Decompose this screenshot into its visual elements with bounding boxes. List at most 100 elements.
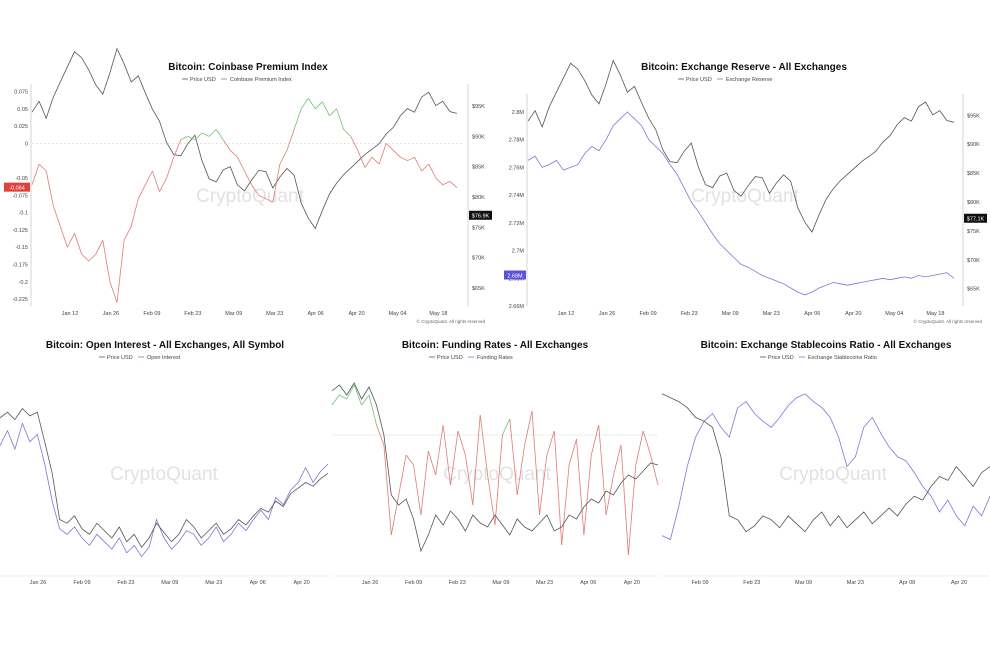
- y-tick-label-left: -0.15: [15, 245, 28, 251]
- chart-title: Bitcoin: Open Interest - All Exchanges, …: [46, 340, 284, 351]
- y-tick-label-right: $95K: [472, 104, 485, 110]
- y-tick-label-right: $70K: [472, 256, 485, 262]
- right-value-badge: [964, 213, 987, 223]
- chart-funding: Bitcoin: Funding Rates - All Exchanges Pr…: [331, 340, 659, 586]
- watermark: CryptoQuant: [691, 186, 799, 207]
- chart-oi: Bitcoin: Open Interest - All Exchanges, …: [0, 340, 329, 586]
- premium-segment: [357, 150, 366, 168]
- premium-segment: [67, 233, 75, 248]
- y-tick-label-right: $75K: [967, 229, 980, 235]
- premium-segment: [414, 157, 422, 172]
- x-tick-label: Apr 06: [804, 311, 820, 317]
- premium-segment: [237, 157, 245, 172]
- x-tick-label: Feb 23: [449, 580, 466, 586]
- y-tick-label-left: 0.075: [14, 89, 28, 95]
- price-line: [0, 407, 329, 549]
- premium-segment: [109, 281, 118, 303]
- premium-segment: [230, 150, 238, 158]
- legend-metric: Exchange Stablecoins Ratio: [808, 355, 877, 361]
- premium-segment: [286, 129, 295, 151]
- funding-segment: [605, 474, 614, 516]
- funding-segment: [583, 454, 592, 536]
- funding-segment: [435, 424, 444, 476]
- premium-segment: [144, 170, 153, 186]
- x-tick-label: Mar 09: [492, 580, 509, 586]
- x-tick-label: Jan 12: [558, 311, 575, 317]
- legend-metric: Funding Rates: [477, 355, 513, 361]
- funding-segment: [650, 454, 659, 486]
- left-value-badge-text: -0.064: [9, 185, 25, 191]
- y-tick-label-left: -0.175: [12, 262, 28, 268]
- premium-segment: [400, 156, 408, 162]
- y-tick-label-right: $85K: [967, 171, 980, 177]
- premium-segment: [350, 136, 359, 151]
- x-tick-label: Mar 09: [722, 311, 739, 317]
- premium-segment: [187, 136, 196, 141]
- premium-segment: [378, 143, 387, 165]
- funding-segment: [346, 384, 355, 400]
- premium-segment: [95, 240, 104, 255]
- funding-segment: [568, 438, 577, 466]
- y-tick-label-right: $90K: [472, 134, 485, 140]
- funding-segment: [524, 410, 533, 446]
- copyright: © CryptoQuant. All rights reserved: [417, 318, 486, 324]
- x-tick-label: Jan 26: [362, 580, 379, 586]
- y-tick-label-right: $85K: [472, 165, 485, 171]
- funding-segment: [576, 438, 585, 536]
- premium-segment: [251, 184, 260, 196]
- left-value-badge: [4, 182, 30, 192]
- y-tick-label-right: $75K: [472, 225, 485, 231]
- legend-metric: Exchange Reserve: [726, 77, 772, 83]
- x-tick-label: Feb 09: [640, 311, 657, 317]
- reserve-line: [527, 111, 955, 296]
- premium-segment: [31, 163, 40, 186]
- funding-segment: [427, 450, 437, 476]
- funding-segment: [442, 424, 451, 486]
- funding-segment: [502, 418, 511, 436]
- y-tick-label-left: -0.2: [19, 280, 28, 286]
- x-tick-label: Apr 20: [845, 311, 861, 317]
- premium-segment: [194, 132, 203, 141]
- premium-segment: [449, 181, 458, 188]
- premium-segment: [38, 163, 47, 172]
- x-tick-label: Mar 23: [205, 580, 222, 586]
- y-tick-label-right: $70K: [967, 258, 980, 264]
- x-tick-label: May 18: [926, 311, 944, 317]
- chart-title: Bitcoin: Coinbase Premium Index: [168, 62, 328, 73]
- premium-segment: [81, 253, 89, 262]
- y-tick-label-left: 2.74M: [509, 193, 525, 199]
- x-tick-label: Apr 20: [624, 580, 640, 586]
- y-tick-label-left: -0.05: [15, 176, 28, 182]
- premium-segment: [279, 150, 288, 165]
- funding-segment: [553, 430, 563, 546]
- y-tick-label-left: 2.8M: [512, 110, 525, 116]
- x-tick-label: Jan 26: [103, 311, 120, 317]
- funding-segment: [613, 444, 622, 476]
- funding-segment: [465, 454, 474, 506]
- premium-segment: [364, 156, 373, 168]
- y-tick-label-right: $80K: [472, 195, 485, 201]
- y-tick-label-left: 0.05: [17, 107, 28, 113]
- funding-segment: [376, 424, 385, 446]
- price-line: [331, 382, 659, 553]
- left-value-badge: [504, 270, 526, 280]
- x-tick-label: Apr 20: [294, 580, 310, 586]
- x-tick-label: Feb 09: [405, 580, 422, 586]
- y-tick-label-left: -0.225: [12, 297, 28, 303]
- funding-segment: [598, 424, 607, 516]
- left-value-badge-text: 2.68M: [507, 273, 523, 279]
- funding-segment: [353, 384, 362, 406]
- metric-line: [0, 422, 329, 558]
- y-tick-label-left: -0.1: [19, 211, 28, 217]
- funding-segment: [590, 424, 600, 456]
- x-tick-label: Jan 12: [62, 311, 79, 317]
- premium-segment: [315, 101, 323, 110]
- x-tick-label: Feb 23: [681, 311, 698, 317]
- premium-segment: [59, 226, 68, 248]
- metric-line: [661, 393, 990, 541]
- x-tick-label: Mar 09: [225, 311, 242, 317]
- premium-segment: [265, 198, 273, 203]
- x-tick-label: Mar 23: [847, 580, 864, 586]
- funding-segment: [339, 394, 347, 400]
- funding-segment: [494, 434, 503, 526]
